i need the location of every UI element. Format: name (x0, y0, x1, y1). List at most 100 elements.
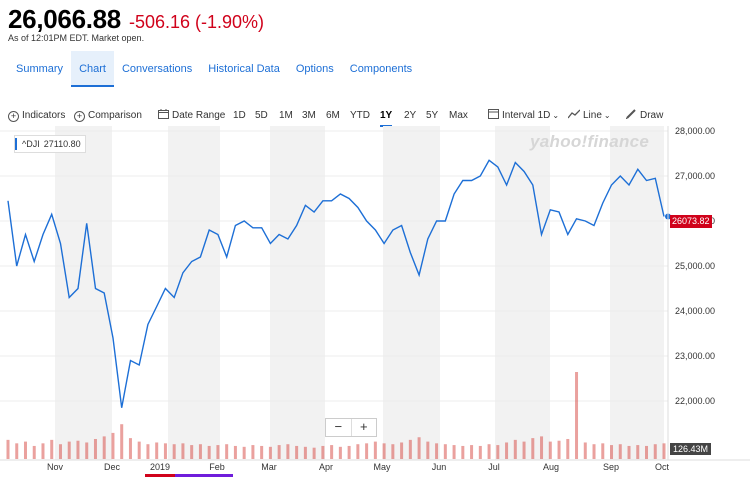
volume-bar (653, 444, 657, 459)
event-marker (145, 474, 175, 477)
range-5y[interactable]: 5Y (426, 110, 439, 121)
tab-summary[interactable]: Summary (16, 63, 64, 75)
interval-icon (488, 109, 499, 119)
event-marker (175, 474, 233, 477)
volume-bar (601, 443, 605, 459)
volume-bar (373, 441, 377, 459)
x-tick-label: Apr (319, 462, 333, 472)
zoom-controls: − + (325, 418, 377, 437)
x-tick-label: May (373, 462, 391, 472)
comparison-label: Comparison (88, 110, 142, 121)
volume-bar (487, 444, 491, 459)
date-range-button[interactable]: Date Range (158, 107, 225, 125)
volume-label: 126.43M (670, 443, 712, 455)
tab-chart[interactable]: Chart (71, 51, 114, 87)
volume-bar (190, 445, 194, 459)
volume-bar (128, 438, 132, 459)
tab-components[interactable]: Components (349, 63, 413, 75)
current-price: 26,066.88 (8, 4, 121, 34)
series-color-swatch (15, 138, 17, 150)
volume-bar (496, 445, 500, 459)
volume-bar (330, 445, 334, 459)
chevron-down-icon: ⌄ (603, 111, 611, 120)
chart-type-dropdown[interactable]: Line ⌄ (567, 107, 611, 125)
calendar-icon (158, 109, 169, 119)
chart-area[interactable]: Nov Dec 2019 Feb Mar Apr May Jun Jul Aug Sep Oct (0, 126, 750, 477)
volume-bar (6, 439, 10, 459)
volume-bar (23, 441, 27, 459)
legend-value: 27110.80 (43, 139, 81, 149)
tab-conversations[interactable]: Conversations (121, 63, 193, 75)
volume-bar (610, 445, 614, 459)
volume-bar (400, 442, 404, 459)
draw-button[interactable]: Draw (625, 107, 664, 125)
volume-bar (540, 436, 544, 459)
volume-bar (137, 441, 141, 459)
interval-dropdown[interactable]: Interval 1D ⌄ (488, 107, 559, 125)
tab-options[interactable]: Options (295, 63, 334, 75)
pencil-icon (625, 109, 636, 120)
zoom-out-button[interactable]: − (334, 419, 343, 434)
volume-bar (295, 445, 299, 459)
volume-bar (452, 445, 456, 459)
range-6m[interactable]: 6M (326, 110, 340, 121)
volume-bar (443, 444, 447, 459)
x-tick-label: Dec (104, 462, 121, 472)
range-3m[interactable]: 3M (302, 110, 316, 121)
volume-bar (435, 443, 439, 459)
volume-bar (41, 443, 45, 459)
range-2y[interactable]: 2Y (404, 110, 417, 121)
y-tick-label: 23,000.00 (675, 351, 716, 361)
as-of-text: As of 12:01PM EDT. Market open. (8, 33, 145, 43)
volume-bar (365, 443, 369, 459)
quote-header: 26,066.88 -506.16 (-1.90%) (8, 4, 264, 34)
volume-bar (260, 445, 264, 459)
range-1d[interactable]: 1D (233, 110, 246, 121)
volume-bar (583, 442, 587, 459)
current-price-label: 26073.82 (670, 215, 712, 228)
range-5d[interactable]: 5D (255, 110, 268, 121)
volume-bar (93, 438, 97, 459)
volume-bar (426, 441, 430, 459)
volume-bar (85, 442, 89, 459)
series-legend[interactable]: ^DJI 27110.80 (14, 135, 86, 153)
plus-circle-icon: + (8, 111, 19, 122)
x-tick-label: Nov (47, 462, 64, 472)
volume-bar (146, 444, 150, 459)
draw-label: Draw (640, 110, 664, 121)
volume-bar (408, 439, 412, 459)
price-change: -506.16 (-1.90%) (128, 12, 265, 32)
range-max[interactable]: Max (449, 110, 468, 121)
legend-symbol: ^DJI (22, 139, 40, 149)
y-tick-label: 27,000.00 (675, 171, 716, 181)
chevron-down-icon: ⌄ (552, 111, 560, 120)
x-tick-label: Jul (488, 462, 500, 472)
tab-historical-data[interactable]: Historical Data (208, 63, 280, 75)
volume-bar (478, 445, 482, 459)
x-tick-label: Aug (543, 462, 559, 472)
indicators-button[interactable]: + Indicators (8, 107, 65, 125)
volume-bar (592, 444, 596, 459)
zoom-in-button[interactable]: + (350, 419, 377, 436)
quote-tabs: Summary Chart Conversations Historical D… (0, 51, 750, 87)
volume-bar (32, 445, 36, 459)
volume-bar (242, 446, 246, 459)
month-band (55, 126, 112, 460)
x-tick-label: Feb (209, 462, 225, 472)
range-1y[interactable]: 1Y (380, 107, 393, 127)
range-1m[interactable]: 1M (279, 110, 293, 121)
volume-bar (338, 446, 342, 459)
volume-bar (312, 447, 316, 459)
range-ytd[interactable]: YTD (350, 110, 370, 121)
volume-bar (627, 445, 631, 459)
comparison-button[interactable]: + Comparison (74, 107, 142, 125)
volume-bar (216, 445, 220, 459)
volume-bar (347, 445, 351, 459)
volume-bar (15, 443, 19, 459)
y-tick-label: 24,000.00 (675, 306, 716, 316)
volume-bar (50, 439, 54, 459)
line-chart-icon (567, 109, 581, 119)
price-chart: Nov Dec 2019 Feb Mar Apr May Jun Jul Aug Sep Oct (0, 126, 750, 477)
x-tick-label: Jun (432, 462, 447, 472)
yahoo-finance-watermark: yahoo!finance (530, 132, 650, 151)
